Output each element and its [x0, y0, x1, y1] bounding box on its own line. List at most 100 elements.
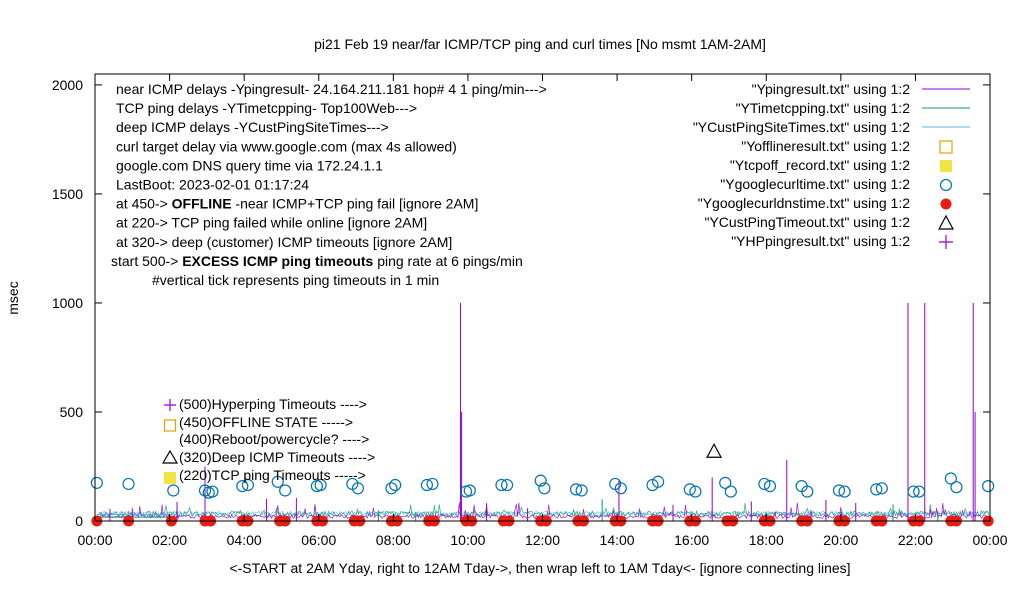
annotation-block: near ICMP delays -Ypingresult- 24.164.21…	[111, 81, 547, 288]
annotation-line: TCP ping delays -YTimetcpping- Top100Web…	[116, 100, 417, 116]
annotation-text: start 500->	[111, 253, 182, 269]
x-tick-label: 06:00	[301, 532, 336, 548]
annotation-text: deep ICMP delays -YCustPingSiteTimes--->	[116, 119, 389, 135]
legend-filled-circle	[940, 198, 952, 210]
annotation-line: google.com DNS query time via 172.24.1.1	[116, 157, 383, 173]
legend-label: "YCustPingTimeout.txt" using 1:2	[704, 214, 910, 230]
curl-time-point	[944, 472, 957, 485]
x-tick-label: 10:00	[450, 532, 485, 548]
triangle-marker	[161, 449, 179, 464]
annotation-line: near ICMP delays -Ypingresult- 24.164.21…	[116, 81, 547, 97]
level-label: (220)TCP ping Timeouts ----->	[179, 467, 366, 483]
legend-open-square	[939, 140, 953, 154]
annotation-text: LastBoot: 2023-02-01 01:17:24	[116, 177, 309, 193]
curl-time-point	[389, 478, 402, 492]
curl-time-point	[689, 485, 702, 498]
curl-time-point	[907, 485, 920, 498]
annotation-text: curl target delay via www.google.com (ma…	[116, 138, 457, 154]
level-label: (500)Hyperping Timeouts ---->	[179, 396, 367, 412]
level-label: (450)OFFLINE STATE ----->	[179, 414, 353, 430]
annotation-text: near ICMP delays -Ypingresult- 24.164.21…	[116, 81, 547, 97]
curl-time-point	[614, 482, 627, 495]
cust-ping-timeout-point	[706, 442, 723, 458]
x-tick-label: 20:00	[823, 532, 858, 548]
curl-time-point	[534, 474, 547, 487]
x-tick-label: 00:00	[972, 532, 1007, 548]
annotation-line: LastBoot: 2023-02-01 01:17:24	[116, 177, 309, 193]
legend-label: "Ytcpoff_record.txt" using 1:2	[730, 157, 910, 173]
x-tick-label: 08:00	[376, 532, 411, 548]
annotation-bold-text: EXCESS ICMP ping timeouts	[182, 253, 373, 269]
curl-time-point	[167, 484, 180, 497]
y-axis-label: msec	[5, 281, 21, 314]
curl-time-point	[271, 475, 284, 488]
curl-time-point	[122, 477, 135, 491]
curl-time-point	[683, 483, 696, 496]
curl-time-point	[575, 484, 588, 497]
legend-filled-square	[940, 160, 952, 172]
curl-time-point	[385, 482, 398, 495]
legend-label: "Ygooglecurltime.txt" using 1:2	[720, 176, 910, 192]
annotation-line: at 220-> TCP ping failed while online [i…	[116, 215, 427, 231]
x-axis-label: <-START at 2AM Yday, right to 12AM Tday-…	[229, 560, 850, 576]
curl-time-point	[420, 478, 433, 492]
curl-time-point	[90, 476, 103, 489]
x-tick-label: 16:00	[674, 532, 709, 548]
annotation-line: start 500-> EXCESS ICMP ping timeouts pi…	[111, 253, 523, 269]
y-tick-label: 0	[75, 513, 83, 529]
annotation-text: -near ICMP+TCP ping fail [ignore 2AM]	[232, 196, 479, 212]
curl-time-point	[206, 485, 219, 498]
curl-time-point	[875, 482, 888, 495]
curl-time-point	[236, 480, 249, 493]
legend-label: "YTimetcpping.txt" using 1:2	[736, 100, 911, 116]
x-tick-label: 14:00	[600, 532, 635, 548]
legend: "Ypingresult.txt" using 1:2 "YTimetcpping…	[693, 81, 970, 249]
curl-time-point	[832, 484, 846, 497]
curl-time-point	[982, 480, 995, 493]
curl-time-point	[870, 483, 883, 496]
legend-plus	[939, 235, 953, 249]
annotation-bold-text: OFFLINE	[172, 196, 232, 212]
y-tick-label: 1000	[52, 295, 83, 311]
legend-label: "Ypingresult.txt" using 1:2	[752, 81, 911, 97]
annotation-text: at 320-> deep (customer) ICMP timeouts […	[116, 234, 452, 250]
annotation-line: deep ICMP delays -YCustPingSiteTimes--->	[116, 119, 389, 135]
annotation-line: curl target delay via www.google.com (ma…	[116, 138, 457, 154]
curl-time-point	[538, 482, 551, 495]
level-labels-block: (500)Hyperping Timeouts ----> (450)OFFLIN…	[161, 396, 375, 484]
legend-label: "Yofflineresult.txt" using 1:2	[741, 138, 910, 154]
curl-time-point	[351, 482, 365, 495]
legend-label: "Ygooglecurldnstime.txt" using 1:2	[698, 195, 910, 211]
legend-triangle	[937, 214, 955, 230]
curl-time-point	[719, 476, 732, 489]
y-tick-label: 500	[60, 404, 84, 420]
curl-time-point	[652, 475, 665, 488]
legend-label: "YHPpingresult.txt" using 1:2	[731, 233, 910, 249]
curl-time-point	[241, 478, 254, 492]
annotation-line: #vertical tick represents ping timeouts …	[152, 272, 439, 288]
annotation-text: at 450->	[116, 196, 172, 212]
annotation-text: #vertical tick represents ping timeouts …	[152, 272, 439, 288]
curl-time-point	[426, 477, 439, 491]
curl-time-point	[500, 478, 514, 492]
legend-label: "YCustPingSiteTimes.txt" using 1:2	[693, 119, 910, 135]
curl-time-point	[838, 485, 851, 498]
axes-layer: 0 500 1000 1500 2000 00:00 02:00 04:00 06:00 08:0…	[52, 74, 1008, 548]
curl-time-point	[801, 485, 814, 498]
x-tick-label: 12:00	[525, 532, 560, 548]
curl-time-point	[463, 484, 476, 497]
annotation-text: TCP ping delays -YTimetcpping- Top100Web…	[116, 100, 417, 116]
series-line-custpingsitetimes	[98, 510, 989, 517]
annotation-text: ping rate at 6 pings/min	[373, 253, 522, 269]
x-tick-label: 18:00	[749, 532, 784, 548]
x-tick-label: 04:00	[227, 532, 262, 548]
curl-time-point	[763, 480, 777, 493]
curl-time-point	[314, 478, 327, 492]
level-label: (320)Deep ICMP Timeouts ---->	[179, 449, 375, 465]
annotation-text: at 220-> TCP ping failed while online [i…	[116, 215, 427, 231]
filled-square-marker	[164, 472, 176, 484]
plus-marker	[164, 399, 176, 411]
annotation-line: at 320-> deep (customer) ICMP timeouts […	[116, 234, 452, 250]
open-square-marker	[163, 419, 177, 432]
